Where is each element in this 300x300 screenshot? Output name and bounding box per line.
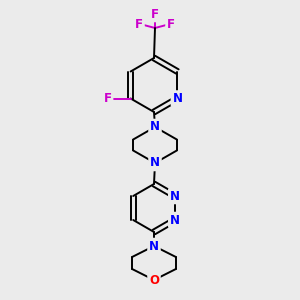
Text: O: O — [149, 274, 159, 286]
Text: N: N — [170, 214, 180, 226]
Text: F: F — [151, 8, 159, 20]
Text: N: N — [150, 121, 160, 134]
Text: F: F — [103, 92, 112, 105]
Text: F: F — [135, 17, 143, 31]
Text: N: N — [149, 239, 159, 253]
Text: N: N — [172, 92, 182, 105]
Text: N: N — [150, 157, 160, 169]
Text: N: N — [170, 190, 180, 202]
Text: F: F — [167, 17, 175, 31]
